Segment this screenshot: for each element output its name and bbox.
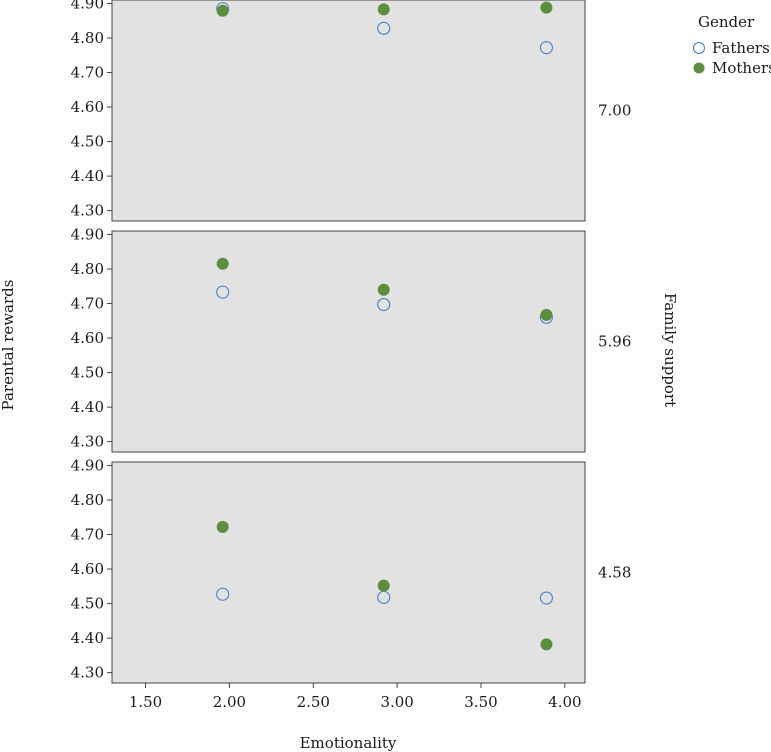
facet-panel-3: 4.30 4.40 4.50 4.60 4.70 4.80 4.90 4.58 — [71, 456, 631, 684]
y-tick-label: 4.40 — [71, 629, 104, 647]
mothers-point — [540, 1, 553, 14]
legend-mothers-label: Mothers — [712, 59, 771, 77]
facet-value-label: 7.00 — [598, 102, 631, 120]
y-tick-label: 4.60 — [71, 98, 104, 116]
y-tick-label: 4.80 — [71, 491, 104, 509]
y-tick-label: 4.70 — [71, 295, 104, 313]
y-tick-label: 4.50 — [71, 595, 104, 613]
y-tick-label: 4.90 — [71, 456, 104, 474]
x-tick-label: 2.00 — [213, 693, 246, 711]
panels-layer: 4.30 4.40 4.50 4.60 4.70 4.80 4.90 7.00 4.30 4.40… — [71, 0, 631, 684]
mothers-point — [377, 283, 390, 296]
legend-fathers-marker — [692, 41, 706, 55]
y-tick-label: 4.30 — [71, 202, 104, 220]
mothers-point — [216, 4, 229, 17]
panel-background — [111, 461, 586, 684]
facet-value-label: 4.58 — [598, 564, 631, 582]
y-tick-label: 4.50 — [71, 364, 104, 382]
facet-value-label: 5.96 — [598, 333, 631, 351]
y-tick-label: 4.50 — [71, 133, 104, 151]
x-tick-label: 3.50 — [464, 693, 497, 711]
mothers-point — [540, 308, 553, 321]
legend-mothers-marker — [693, 62, 705, 74]
facet-axis-title: Family support — [661, 293, 679, 407]
panel-background — [111, 230, 586, 453]
y-tick-label: 4.90 — [71, 225, 104, 243]
y-tick-label: 4.30 — [71, 664, 104, 682]
fathers-point — [216, 285, 230, 299]
panel-background — [111, 0, 586, 222]
legend: Gender Fathers Mothers — [692, 13, 771, 77]
facet-panel-1: 4.30 4.40 4.50 4.60 4.70 4.80 4.90 7.00 — [71, 0, 631, 222]
y-tick-label: 4.60 — [71, 560, 104, 578]
mothers-point — [377, 579, 390, 592]
fathers-point — [377, 298, 391, 312]
y-tick-label: 4.90 — [71, 0, 104, 12]
fathers-point — [539, 591, 553, 605]
fathers-point — [377, 21, 391, 35]
mothers-point — [377, 3, 390, 16]
fathers-point — [539, 41, 553, 55]
mothers-point — [216, 520, 229, 533]
x-axis: 1.50 2.00 2.50 3.00 3.50 4.00 — [129, 683, 582, 711]
x-axis-title: Emotionality — [300, 734, 397, 752]
y-tick-label: 4.80 — [71, 29, 104, 47]
y-tick-label: 4.80 — [71, 260, 104, 278]
x-tick-label: 2.50 — [297, 693, 330, 711]
y-tick-label: 4.40 — [71, 398, 104, 416]
mothers-point — [216, 257, 229, 270]
x-tick-label: 4.00 — [548, 693, 581, 711]
y-tick-label: 4.70 — [71, 64, 104, 82]
y-tick-label: 4.40 — [71, 167, 104, 185]
y-tick-label: 4.30 — [71, 433, 104, 451]
y-tick-label: 4.70 — [71, 526, 104, 544]
legend-title: Gender — [698, 13, 755, 31]
x-tick-label: 3.00 — [380, 693, 413, 711]
y-axis-title: Parental rewards — [0, 280, 17, 411]
facet-panel-2: 4.30 4.40 4.50 4.60 4.70 4.80 4.90 5.96 — [71, 225, 631, 453]
fathers-point — [216, 587, 230, 601]
x-tick-label: 1.50 — [129, 693, 162, 711]
y-tick-label: 4.60 — [71, 329, 104, 347]
legend-fathers-label: Fathers — [712, 39, 770, 57]
mothers-point — [540, 638, 553, 651]
